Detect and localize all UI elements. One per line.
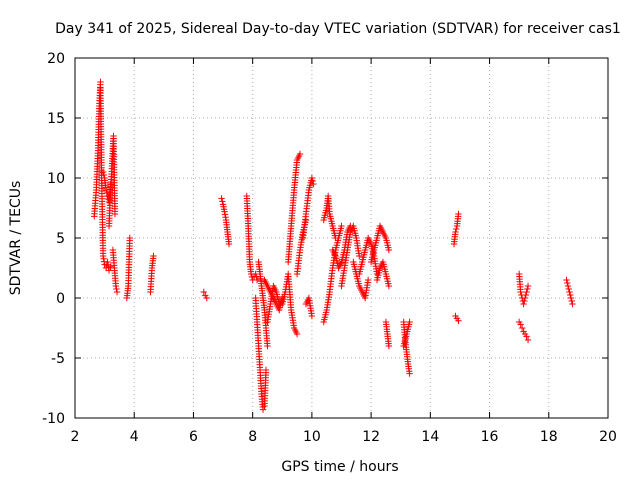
data-point [113,285,120,293]
data-point [453,225,460,233]
y-tick-label: 0 [56,291,65,307]
data-point [262,366,270,374]
data-point [126,234,133,242]
data-point [150,252,157,260]
data-point [112,282,120,290]
data-point [308,174,316,182]
data-point [99,168,107,176]
plot-frame [74,57,609,419]
data-point [566,288,573,296]
data-point [293,330,301,338]
x-tick-label: 20 [599,429,617,445]
data-point [338,222,345,230]
data-point [523,333,530,340]
data-point [564,279,571,287]
data-point [517,321,524,328]
y-tick-label: 20 [47,51,65,67]
data-point [524,282,532,290]
data-point [567,291,574,299]
data-point [296,150,304,158]
data-point [563,276,570,284]
data-point [455,317,462,324]
data-point [113,288,121,296]
data-point [565,285,572,293]
x-tick-label: 2 [71,429,80,445]
data-point [310,180,317,188]
data-point [567,294,575,302]
data-point [107,263,114,270]
data-point [569,300,576,308]
data-point [203,294,210,302]
data-point [253,273,260,281]
data-point [105,267,113,274]
y-tick-label: 15 [47,111,65,127]
y-tick-label: -10 [42,411,65,427]
data-point [452,228,459,236]
data-point [524,285,531,293]
data-point [517,288,524,296]
x-tick-label: 8 [248,429,257,445]
data-point [518,324,526,332]
data-point [100,171,108,179]
data-points [91,78,576,413]
x-tick-label: 16 [481,429,499,445]
data-point [218,195,225,202]
axis-ticks: 2 4 6 8 10 12 14 16 18 20 -10 -5 0 5 10 15 20 [42,51,617,445]
data-point [521,294,529,302]
y-tick-label: 10 [47,171,65,187]
data-point [309,177,316,185]
data-point [522,291,530,299]
data-point [225,240,233,248]
data-point [308,312,316,320]
data-point [200,288,208,296]
x-tick-label: 6 [189,429,198,445]
data-point [264,342,271,350]
x-tick-label: 4 [130,429,139,445]
data-point [524,336,532,344]
data-point [97,78,104,86]
x-tick-label: 10 [303,429,321,445]
data-point [520,300,527,308]
data-point [564,282,572,290]
data-point [568,297,575,305]
data-point [253,276,261,284]
data-point [521,297,528,305]
x-axis-label: GPS time / hours [281,459,398,475]
chart-title: Day 341 of 2025, Sidereal Day-to-day VTE… [55,21,621,37]
data-point [385,246,393,254]
data-point [523,288,530,296]
y-tick-label: -5 [51,351,65,367]
data-point [356,252,363,260]
data-point [385,282,393,290]
data-point [332,234,339,242]
y-axis-label: SDTVAR / TECUs [8,181,24,296]
y-tick-label: 5 [56,231,65,247]
data-point [219,198,226,205]
data-point [455,210,462,218]
data-point [259,406,267,413]
x-tick-label: 12 [362,429,380,445]
x-tick-label: 14 [421,429,439,445]
data-point [406,370,413,377]
data-point [364,276,372,284]
x-tick-label: 18 [540,429,558,445]
data-point [406,318,413,326]
data-point [111,210,119,218]
data-point [385,342,393,350]
